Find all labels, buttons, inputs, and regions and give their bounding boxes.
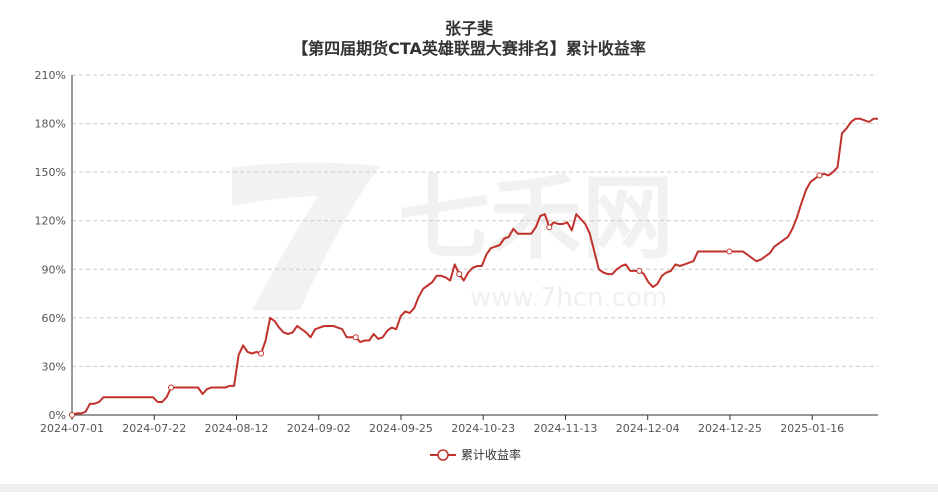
series-point[interactable]: [168, 384, 175, 391]
x-tick-label: 2024-09-25: [369, 422, 433, 435]
x-axis: 2024-07-01 2024-07-22 2024-08-12 2024-09-02…: [40, 414, 878, 435]
y-tick-label: 60%: [42, 312, 66, 325]
y-tick-label: 210%: [35, 69, 66, 82]
x-tick-label: 2024-11-13: [534, 422, 598, 435]
legend[interactable]: 累计收益率: [430, 447, 521, 462]
y-tick-label: 30%: [42, 360, 66, 373]
y-tick-label: 180%: [35, 118, 66, 131]
x-tick-label: 2024-07-01: [40, 422, 104, 435]
series-line: [71, 117, 878, 416]
legend-marker-icon: [437, 449, 449, 461]
series-point[interactable]: [352, 334, 359, 341]
series-markers: [69, 172, 823, 418]
chart-title: 张子斐: [445, 19, 493, 38]
series-point[interactable]: [636, 267, 643, 274]
x-tick-label: 2024-09-02: [287, 422, 351, 435]
x-tick-label: 2024-08-12: [205, 422, 269, 435]
watermark: 七禾网 www.7hcn.com: [232, 162, 674, 313]
x-tick-label: 2024-07-22: [122, 422, 186, 435]
x-tick-label: 2024-10-23: [451, 422, 515, 435]
grid-lines: [72, 74, 878, 367]
series-point[interactable]: [258, 350, 265, 357]
series-point[interactable]: [69, 412, 75, 418]
y-tick-label: 150%: [35, 166, 66, 179]
y-tick-label: 90%: [42, 263, 66, 276]
y-tick-label: 120%: [35, 215, 66, 228]
chart-subtitle: 【第四届期货CTA英雄联盟大赛排名】累计收益率: [292, 39, 646, 58]
series-point[interactable]: [816, 172, 823, 179]
bottom-scroll-strip: [0, 484, 938, 492]
y-axis: 0% 30% 60% 90% 120% 150% 180% 210%: [35, 69, 73, 422]
x-tick-label: 2024-12-25: [698, 422, 762, 435]
watermark-url: www.7hcn.com: [470, 283, 667, 313]
x-tick-label: 2024-12-04: [616, 422, 680, 435]
watermark-logo-icon: [232, 162, 380, 310]
y-tick-label: 0%: [49, 409, 66, 422]
watermark-brand: 七禾网: [398, 165, 674, 272]
x-tick-label: 2025-01-16: [780, 422, 844, 435]
legend-label: 累计收益率: [461, 447, 521, 462]
series-point[interactable]: [726, 248, 733, 255]
series-point[interactable]: [456, 271, 463, 278]
series-point[interactable]: [546, 224, 553, 231]
